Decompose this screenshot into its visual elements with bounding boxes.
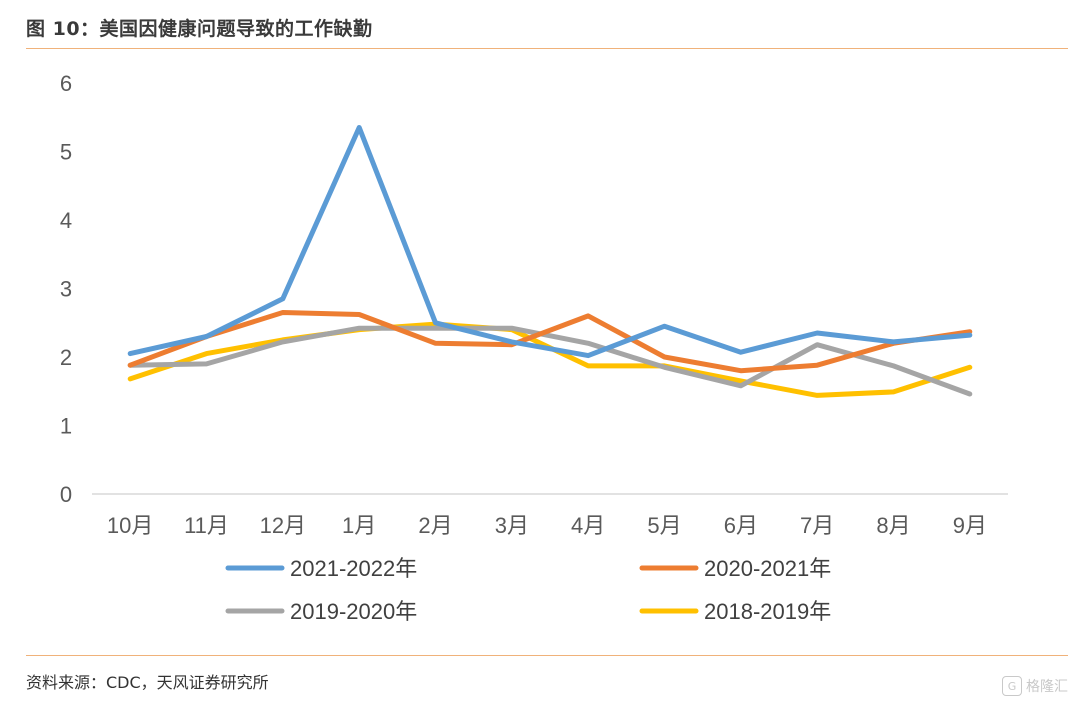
legend-label: 2019-2020年 [290, 599, 417, 624]
x-tick-label: 4月 [571, 513, 605, 538]
chart-legend: 2021-2022年 2020-2021年 2019-2020年 2018-2019年 [225, 556, 831, 624]
legend-label: 2020-2021年 [704, 556, 831, 581]
x-tick-label: 1月 [342, 513, 376, 538]
x-tick-label: 10月 [107, 513, 153, 538]
y-tick-label: 6 [60, 71, 72, 96]
x-tick-label: 7月 [800, 513, 834, 538]
x-tick-label: 2月 [418, 513, 452, 538]
series-lines [127, 125, 973, 398]
source-note: 资料来源：CDC，天风证券研究所 [26, 673, 269, 692]
watermark: G 格隆汇 [1002, 676, 1068, 696]
y-tick-label: 0 [60, 482, 72, 507]
legend-label: 2018-2019年 [704, 599, 831, 624]
x-tick-label: 9月 [953, 513, 987, 538]
x-tick-label: 6月 [724, 513, 758, 538]
legend-label: 2021-2022年 [290, 556, 417, 581]
title-divider [26, 48, 1068, 49]
x-tick-label: 12月 [260, 513, 306, 538]
y-tick-label: 5 [60, 140, 72, 165]
x-axis-ticks: 10月 11月 12月 1月 2月 3月 4月 5月 6月 7月 8月 9月 [107, 513, 987, 538]
series-line [127, 125, 973, 359]
x-tick-label: 11月 [184, 513, 229, 538]
x-tick-label: 3月 [495, 513, 529, 538]
figure-title: 图 10：美国因健康问题导致的工作缺勤 [26, 18, 373, 40]
y-tick-label: 2 [60, 345, 72, 370]
x-tick-label: 5月 [647, 513, 681, 538]
line-chart: 0 1 2 3 4 5 6 10月 11月 12月 1月 2月 3月 4月 5月 6月 7月 8月 9月 2021… [60, 71, 1008, 624]
series-line [127, 325, 973, 397]
source-divider [26, 655, 1068, 656]
series-line [127, 310, 973, 374]
y-axis-ticks: 0 1 2 3 4 5 6 [60, 71, 72, 507]
y-tick-label: 1 [60, 414, 72, 439]
y-tick-label: 3 [60, 277, 72, 302]
y-tick-label: 4 [60, 208, 72, 233]
x-tick-label: 8月 [876, 513, 910, 538]
watermark-logo-icon: G [1002, 676, 1022, 696]
watermark-text: 格隆汇 [1026, 679, 1068, 695]
